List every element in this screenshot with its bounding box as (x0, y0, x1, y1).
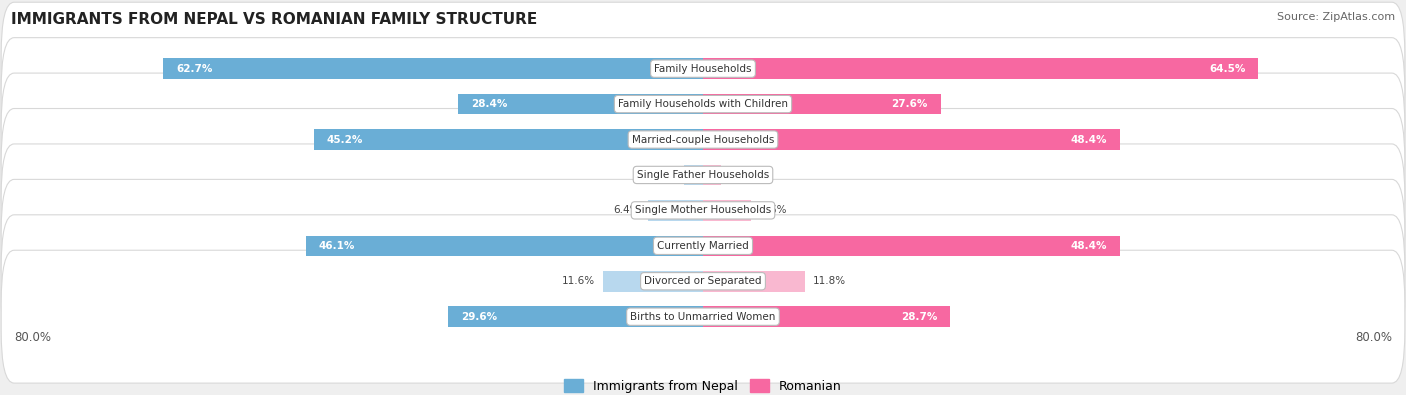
Text: 11.8%: 11.8% (813, 276, 846, 286)
Bar (703, 129, 1119, 150)
Bar (163, 58, 703, 79)
FancyBboxPatch shape (1, 215, 1405, 348)
Text: 45.2%: 45.2% (326, 135, 363, 145)
Bar (703, 165, 721, 185)
Text: 62.7%: 62.7% (176, 64, 212, 73)
Bar (703, 235, 1119, 256)
Text: 48.4%: 48.4% (1070, 135, 1107, 145)
Text: 80.0%: 80.0% (1355, 331, 1392, 344)
FancyBboxPatch shape (1, 38, 1405, 171)
Text: Births to Unmarried Women: Births to Unmarried Women (630, 312, 776, 322)
Bar (703, 58, 1258, 79)
FancyBboxPatch shape (1, 250, 1405, 383)
Bar (703, 94, 941, 115)
FancyBboxPatch shape (1, 144, 1405, 277)
Text: 46.1%: 46.1% (319, 241, 356, 251)
Text: 6.4%: 6.4% (613, 205, 640, 215)
Text: Single Father Households: Single Father Households (637, 170, 769, 180)
Text: 5.6%: 5.6% (759, 205, 786, 215)
Bar (685, 165, 703, 185)
Bar (648, 200, 703, 221)
Bar (449, 307, 703, 327)
Text: 27.6%: 27.6% (891, 99, 928, 109)
Text: Divorced or Separated: Divorced or Separated (644, 276, 762, 286)
FancyBboxPatch shape (1, 179, 1405, 312)
Text: 28.7%: 28.7% (901, 312, 938, 322)
Text: Single Mother Households: Single Mother Households (636, 205, 770, 215)
Text: 2.1%: 2.1% (730, 170, 756, 180)
FancyBboxPatch shape (1, 109, 1405, 241)
Text: Currently Married: Currently Married (657, 241, 749, 251)
Legend: Immigrants from Nepal, Romanian: Immigrants from Nepal, Romanian (560, 374, 846, 395)
Text: 80.0%: 80.0% (14, 331, 51, 344)
Text: 28.4%: 28.4% (471, 99, 508, 109)
Bar (703, 200, 751, 221)
Text: IMMIGRANTS FROM NEPAL VS ROMANIAN FAMILY STRUCTURE: IMMIGRANTS FROM NEPAL VS ROMANIAN FAMILY… (11, 12, 537, 27)
Text: 64.5%: 64.5% (1209, 64, 1246, 73)
Text: 29.6%: 29.6% (461, 312, 498, 322)
Text: 48.4%: 48.4% (1070, 241, 1107, 251)
FancyBboxPatch shape (1, 73, 1405, 206)
Bar (603, 271, 703, 292)
Text: Family Households with Children: Family Households with Children (619, 99, 787, 109)
Text: 2.2%: 2.2% (650, 170, 675, 180)
Bar (458, 94, 703, 115)
Bar (703, 307, 950, 327)
Text: Source: ZipAtlas.com: Source: ZipAtlas.com (1277, 12, 1395, 22)
Bar (703, 271, 804, 292)
Bar (314, 129, 703, 150)
Text: 11.6%: 11.6% (561, 276, 595, 286)
Text: Married-couple Households: Married-couple Households (631, 135, 775, 145)
Text: Family Households: Family Households (654, 64, 752, 73)
Bar (307, 235, 703, 256)
FancyBboxPatch shape (1, 2, 1405, 135)
